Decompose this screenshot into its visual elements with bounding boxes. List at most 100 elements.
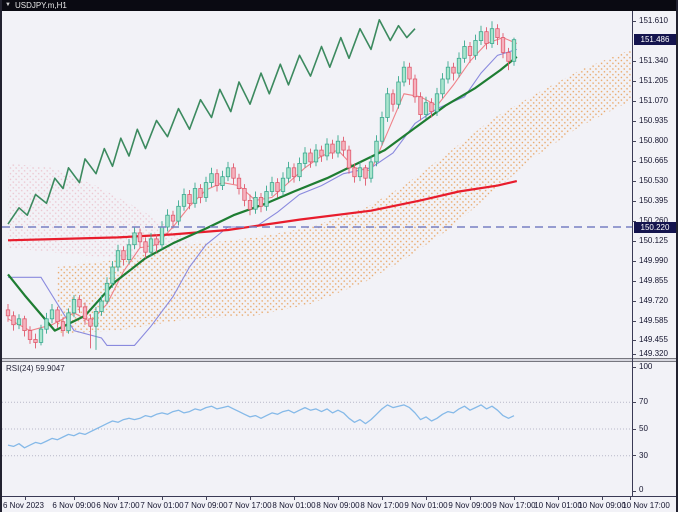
time-tick-label: 10 Nov 09:00 (578, 501, 626, 510)
candle (181, 188, 187, 211)
panel-splitter[interactable] (0, 358, 678, 362)
chart-title-bar: ▼ USDJPY.m,H1 (0, 0, 678, 11)
hline-level-label[interactable]: 150.220 (634, 221, 676, 233)
price-tick-label: 149.720 (639, 296, 668, 306)
candle (66, 308, 71, 334)
candle (363, 164, 368, 186)
candle (456, 52, 462, 78)
axis-tick (632, 140, 636, 142)
candle (253, 191, 258, 214)
rsi-chart-canvas[interactable] (2, 362, 632, 496)
candle (154, 234, 159, 253)
candle (49, 304, 55, 324)
axis-tick (162, 496, 163, 500)
price-tick-label: 150.665 (639, 156, 668, 166)
price-tick-label: 150.935 (639, 116, 668, 126)
candle (286, 161, 291, 183)
time-tick-label: 9 Nov 01:00 (404, 501, 448, 510)
axis-tick (118, 496, 119, 500)
candle (451, 62, 456, 81)
time-axis-line (0, 496, 678, 497)
main-chart-canvas[interactable] (2, 11, 632, 358)
axis-tick (632, 455, 636, 457)
axis-tick (206, 496, 207, 500)
candle (110, 261, 115, 288)
price-tick-label: 149.855 (639, 276, 668, 286)
candle (44, 312, 49, 334)
candle (385, 87, 390, 122)
price-tick-label: 151.610 (639, 16, 668, 26)
candle (280, 172, 286, 196)
candle (176, 200, 181, 226)
candle (187, 190, 192, 210)
time-tick-label: 8 Nov 17:00 (360, 501, 404, 510)
overlay-jagged-green-line (7, 19, 416, 225)
axis-tick (74, 496, 75, 500)
candle (506, 47, 511, 71)
candle (225, 161, 231, 182)
price-tick-label: 149.455 (639, 335, 668, 345)
rsi-tick-label: 30 (639, 450, 648, 460)
axis-tick (632, 280, 636, 282)
candle (192, 182, 198, 208)
candle (484, 27, 489, 50)
axis-tick (632, 60, 636, 62)
candle (121, 246, 126, 266)
candle (236, 173, 242, 195)
candle (313, 144, 319, 167)
candle (297, 157, 302, 182)
candle (170, 210, 176, 229)
price-tick-label: 151.340 (639, 56, 668, 66)
axis-tick (632, 240, 636, 242)
candle (264, 185, 269, 211)
candle (500, 33, 506, 59)
axis-tick (632, 120, 636, 122)
candle (330, 139, 335, 159)
collapse-arrow-icon[interactable]: ▼ (5, 2, 11, 8)
candle (247, 194, 253, 216)
candle (511, 37, 517, 66)
axis-tick (294, 496, 295, 500)
ichimoku-cloud-pink (8, 163, 190, 257)
candle (60, 317, 66, 337)
candle (198, 184, 203, 204)
candle (291, 163, 297, 183)
price-tick-label: 150.260 (639, 217, 668, 225)
candle (407, 62, 412, 85)
candle (390, 89, 396, 112)
candle (132, 227, 137, 250)
chart-symbol-title: USDJPY.m,H1 (14, 1, 67, 10)
axis-tick (602, 496, 603, 500)
price-tick-label: 150.800 (639, 136, 668, 146)
candle (126, 238, 132, 264)
candle (203, 176, 209, 202)
candle (462, 40, 467, 63)
axis-tick (250, 496, 251, 500)
price-tick-label: 151.070 (639, 96, 668, 106)
time-tick-label: 8 Nov 09:00 (316, 501, 360, 510)
rsi-tick-label: 100 (639, 362, 653, 371)
price-tick-label: 150.125 (639, 236, 668, 246)
time-tick-label: 7 Nov 09:00 (184, 501, 228, 510)
candle (352, 163, 357, 183)
window-left-border (0, 0, 2, 512)
candle (346, 145, 352, 174)
candle (308, 148, 313, 168)
candle (429, 98, 434, 118)
candle (148, 232, 154, 257)
axis-tick (632, 428, 636, 430)
candle (467, 42, 473, 63)
axis-tick (426, 496, 427, 500)
axis-tick (470, 496, 471, 500)
candle (137, 228, 143, 248)
candle (104, 277, 110, 304)
candle (93, 306, 99, 350)
axis-tick (632, 320, 636, 322)
price-tick-label: 149.585 (639, 316, 668, 325)
candle (242, 184, 247, 207)
candle (335, 135, 341, 158)
candle (324, 138, 330, 161)
axis-tick (632, 80, 636, 82)
time-tick-label: 6 Nov 09:00 (52, 501, 96, 510)
candle (478, 25, 484, 45)
